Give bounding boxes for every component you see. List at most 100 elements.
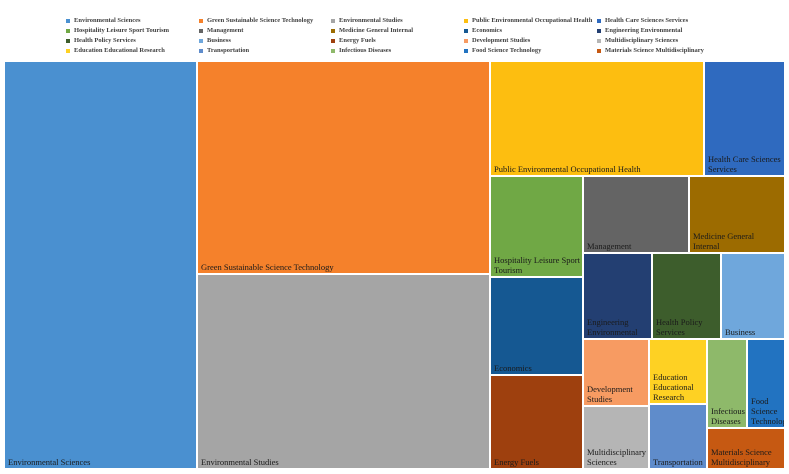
legend-item-materials-science-multidisciplinary: Materials Science Multidisciplinary [597, 47, 704, 54]
legend-swatch [464, 48, 468, 53]
tile-health-care-sciences-services: Health Care Sciences Services [704, 61, 785, 176]
tile-energy-fuels: Energy Fuels [490, 375, 583, 469]
legend-swatch [199, 28, 203, 33]
tile-label: Public Environmental Occupational Health [494, 164, 641, 174]
tile-label: Materials Science Multidisciplinary [711, 447, 772, 467]
legend-item-environmental-studies: Environmental Studies [331, 17, 403, 24]
tile-label: Food Science Technology [751, 396, 784, 426]
legend-item-engineering-environmental: Engineering Environmental [597, 27, 682, 34]
legend-label: Engineering Environmental [605, 27, 683, 34]
legend-swatch [199, 38, 203, 43]
legend-swatch [331, 18, 335, 23]
tile-label: Engineering Environmental [587, 317, 638, 337]
legend-label: Business [207, 37, 231, 44]
legend-item-health-care-sciences-services: Health Care Sciences Services [597, 17, 688, 24]
tile-medicine-general-internal: Medicine General Internal [689, 176, 785, 253]
legend-swatch [66, 38, 70, 43]
legend-label: Green Sustainable Science Technology [207, 17, 314, 24]
tile-health-policy-services: Health Policy Services [652, 253, 721, 339]
legend-swatch [597, 48, 601, 53]
tile-infectious-diseases: Infectious Diseases [707, 339, 747, 428]
tile-management: Management [583, 176, 689, 253]
legend-swatch [199, 48, 203, 53]
legend-swatch [464, 18, 468, 23]
tile-label: Economics [494, 363, 532, 373]
legend-label: Infectious Diseases [339, 47, 392, 54]
tile-label: Hospitality Leisure Sport Tourism [494, 255, 580, 275]
legend-swatch [597, 28, 601, 33]
legend-swatch [597, 18, 601, 23]
legend-swatch [331, 28, 335, 33]
tile-label: Energy Fuels [494, 457, 539, 467]
tile-education-educational-research: Education Educational Research [649, 339, 707, 404]
legend-label: Public Environmental Occupational Health [472, 17, 593, 24]
tile-label: Health Care Sciences Services [708, 154, 781, 174]
legend-label: Environmental Studies [339, 17, 403, 24]
tile-label: Management [587, 241, 632, 251]
legend-item-hospitality-leisure-sport-tourism: Hospitality Leisure Sport Tourism [66, 27, 169, 34]
legend-swatch [331, 38, 335, 43]
tile-environmental-sciences: Environmental Sciences [4, 61, 197, 469]
legend-label: Energy Fuels [339, 37, 376, 44]
tile-development-studies: Development Studies [583, 339, 649, 406]
legend-item-multidisciplinary-sciences: Multidisciplinary Sciences [597, 37, 678, 44]
legend-item-education-educational-research: Education Educational Research [66, 47, 165, 54]
legend-swatch [597, 38, 601, 43]
legend-item-economics: Economics [464, 27, 502, 34]
legend-label: Education Educational Research [74, 47, 165, 54]
legend-item-food-science-technology: Food Science Technology [464, 47, 541, 54]
tile-engineering-environmental: Engineering Environmental [583, 253, 652, 339]
legend-item-transportation: Transportation [199, 47, 249, 54]
tile-public-environmental-occupational-health: Public Environmental Occupational Health [490, 61, 704, 176]
legend-item-green-sustainable-science-technology: Green Sustainable Science Technology [199, 17, 313, 24]
chart-legend: Environmental Sciences Green Sustainable … [0, 0, 789, 60]
legend-swatch [66, 48, 70, 53]
legend-item-energy-fuels: Energy Fuels [331, 37, 376, 44]
legend-item-management: Management [199, 27, 243, 34]
legend-label: Health Care Sciences Services [605, 17, 689, 24]
tile-food-science-technology: Food Science Technology [747, 339, 785, 428]
tile-label: Development Studies [587, 384, 633, 404]
legend-item-environmental-sciences: Environmental Sciences [66, 17, 141, 24]
tile-economics: Economics [490, 277, 583, 375]
legend-label: Hospitality Leisure Sport Tourism [74, 27, 170, 34]
legend-item-medicine-general-internal: Medicine General Internal [331, 27, 413, 34]
tile-materials-science-multidisciplinary: Materials Science Multidisciplinary [707, 428, 785, 469]
legend-item-development-studies: Development Studies [464, 37, 530, 44]
legend-label: Food Science Technology [472, 47, 542, 54]
legend-label: Development Studies [472, 37, 531, 44]
legend-label: Medicine General Internal [339, 27, 414, 34]
tile-label: Multidisciplinary Sciences [587, 447, 647, 467]
tile-multidisciplinary-sciences: Multidisciplinary Sciences [583, 406, 649, 469]
legend-label: Multidisciplinary Sciences [605, 37, 679, 44]
legend-swatch [199, 18, 203, 23]
tile-business: Business [721, 253, 785, 339]
legend-swatch [464, 38, 468, 43]
tile-label: Business [725, 327, 756, 337]
tile-environmental-studies: Environmental Studies [197, 274, 490, 469]
tile-green-sustainable-science-technology: Green Sustainable Science Technology [197, 61, 490, 274]
tile-label: Environmental Sciences [8, 457, 91, 467]
tile-label: Education Educational Research [653, 372, 694, 402]
legend-item-health-policy-services: Health Policy Services [66, 37, 136, 44]
legend-swatch [331, 48, 335, 53]
legend-swatch [464, 28, 468, 33]
legend-item-business: Business [199, 37, 231, 44]
legend-label: Materials Science Multidisciplinary [605, 47, 704, 54]
legend-swatch [66, 18, 70, 23]
legend-label: Management [207, 27, 244, 34]
tile-label: Green Sustainable Science Technology [201, 262, 334, 272]
tile-transportation: Transportation [649, 404, 707, 469]
legend-label: Economics [472, 27, 502, 34]
legend-label: Health Policy Services [74, 37, 136, 44]
legend-item-infectious-diseases: Infectious Diseases [331, 47, 391, 54]
legend-swatch [66, 28, 70, 33]
tile-label: Health Policy Services [656, 317, 703, 337]
tile-label: Medicine General Internal [693, 231, 755, 251]
tile-label: Environmental Studies [201, 457, 279, 467]
tile-hospitality-leisure-sport-tourism: Hospitality Leisure Sport Tourism [490, 176, 583, 277]
tile-label: Transportation [653, 457, 703, 467]
legend-label: Environmental Sciences [74, 17, 141, 24]
legend-label: Transportation [207, 47, 250, 54]
